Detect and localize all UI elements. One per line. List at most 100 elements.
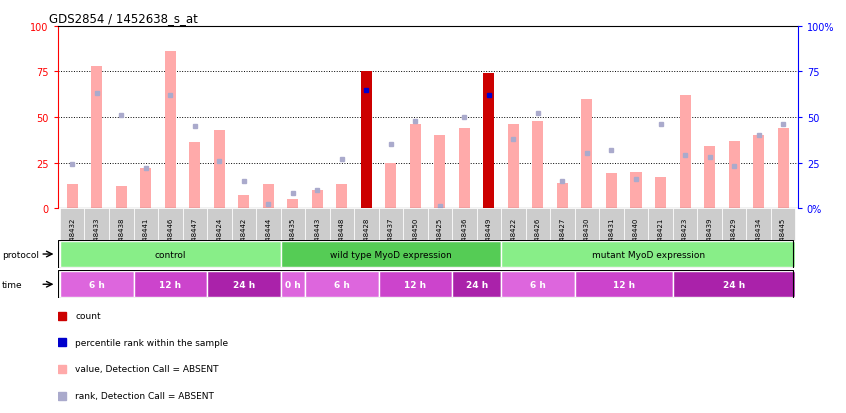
Bar: [648, 209, 673, 264]
Text: 12 h: 12 h: [404, 280, 426, 289]
Bar: [60, 272, 134, 297]
Bar: [330, 209, 354, 264]
Bar: [434, 136, 446, 209]
Text: GSM148433: GSM148433: [94, 217, 100, 259]
Bar: [771, 209, 795, 264]
Bar: [67, 185, 78, 209]
Bar: [525, 209, 550, 264]
Bar: [630, 172, 641, 209]
Bar: [722, 209, 746, 264]
Text: 24 h: 24 h: [465, 280, 488, 289]
Text: GSM148424: GSM148424: [217, 217, 222, 259]
Bar: [134, 272, 207, 297]
Bar: [263, 185, 274, 209]
Bar: [109, 209, 134, 264]
Bar: [281, 209, 305, 264]
Bar: [361, 72, 372, 209]
Text: control: control: [155, 250, 186, 259]
Bar: [305, 209, 330, 264]
Text: GSM148429: GSM148429: [731, 217, 737, 259]
Text: GSM148445: GSM148445: [780, 217, 786, 259]
Bar: [427, 209, 452, 264]
Text: percentile rank within the sample: percentile rank within the sample: [75, 338, 228, 347]
Bar: [354, 209, 379, 264]
Bar: [532, 121, 543, 209]
Text: protocol: protocol: [2, 250, 39, 259]
Text: GSM148434: GSM148434: [755, 217, 761, 259]
Bar: [281, 242, 501, 267]
Bar: [207, 272, 281, 297]
Text: wild type MyoD expression: wild type MyoD expression: [330, 250, 452, 259]
Bar: [386, 163, 397, 209]
Text: 24 h: 24 h: [723, 280, 745, 289]
Text: rank, Detection Call = ABSENT: rank, Detection Call = ABSENT: [75, 391, 214, 400]
Bar: [501, 272, 574, 297]
Text: GSM148421: GSM148421: [657, 217, 663, 259]
Bar: [574, 209, 599, 264]
Text: GSM148449: GSM148449: [486, 217, 492, 259]
Text: GSM148425: GSM148425: [437, 217, 443, 259]
Bar: [557, 183, 568, 209]
Bar: [673, 209, 697, 264]
Bar: [404, 209, 427, 264]
Text: value, Detection Call = ABSENT: value, Detection Call = ABSENT: [75, 365, 219, 373]
Text: GSM148437: GSM148437: [387, 217, 394, 259]
Text: 12 h: 12 h: [159, 280, 181, 289]
Bar: [697, 209, 722, 264]
Text: mutant MyoD expression: mutant MyoD expression: [591, 250, 705, 259]
Text: 0 h: 0 h: [285, 280, 300, 289]
Bar: [476, 209, 501, 264]
Text: GSM148422: GSM148422: [510, 217, 516, 259]
Bar: [704, 147, 715, 209]
Text: GSM148427: GSM148427: [559, 217, 565, 259]
Text: GSM148436: GSM148436: [461, 217, 468, 259]
Bar: [134, 209, 158, 264]
Text: GSM148444: GSM148444: [266, 217, 272, 259]
Bar: [232, 209, 256, 264]
Text: GSM148428: GSM148428: [364, 217, 370, 259]
Text: GSM148423: GSM148423: [682, 217, 688, 259]
Text: 6 h: 6 h: [89, 280, 105, 289]
Text: 6 h: 6 h: [530, 280, 546, 289]
Bar: [60, 209, 85, 264]
Bar: [483, 74, 494, 209]
Bar: [60, 242, 281, 267]
Bar: [116, 187, 127, 209]
Bar: [581, 100, 592, 209]
Bar: [91, 67, 102, 209]
Text: GSM148435: GSM148435: [290, 217, 296, 259]
Bar: [753, 136, 764, 209]
Text: 6 h: 6 h: [334, 280, 349, 289]
Text: GSM148430: GSM148430: [584, 217, 590, 259]
Bar: [501, 242, 795, 267]
Text: GSM148443: GSM148443: [315, 217, 321, 259]
Text: GSM148439: GSM148439: [706, 217, 712, 259]
Bar: [256, 209, 281, 264]
Text: GSM148432: GSM148432: [69, 217, 75, 259]
Bar: [85, 209, 109, 264]
Bar: [673, 272, 795, 297]
Bar: [746, 209, 771, 264]
Bar: [165, 52, 176, 209]
Bar: [239, 196, 250, 209]
Text: time: time: [2, 280, 22, 289]
Text: count: count: [75, 311, 101, 320]
Bar: [508, 125, 519, 209]
Text: 24 h: 24 h: [233, 280, 255, 289]
Bar: [501, 209, 525, 264]
Bar: [624, 209, 648, 264]
Bar: [183, 209, 207, 264]
Text: GSM148440: GSM148440: [633, 217, 639, 259]
Bar: [190, 143, 201, 209]
Bar: [214, 131, 225, 209]
Bar: [281, 272, 305, 297]
Text: GSM148446: GSM148446: [168, 217, 173, 259]
Text: GSM148450: GSM148450: [412, 217, 419, 259]
Bar: [550, 209, 574, 264]
Text: GSM148448: GSM148448: [339, 217, 345, 259]
Bar: [379, 272, 452, 297]
Text: GSM148441: GSM148441: [143, 217, 149, 259]
Bar: [777, 128, 788, 209]
Text: GSM148426: GSM148426: [535, 217, 541, 259]
Text: 12 h: 12 h: [613, 280, 634, 289]
